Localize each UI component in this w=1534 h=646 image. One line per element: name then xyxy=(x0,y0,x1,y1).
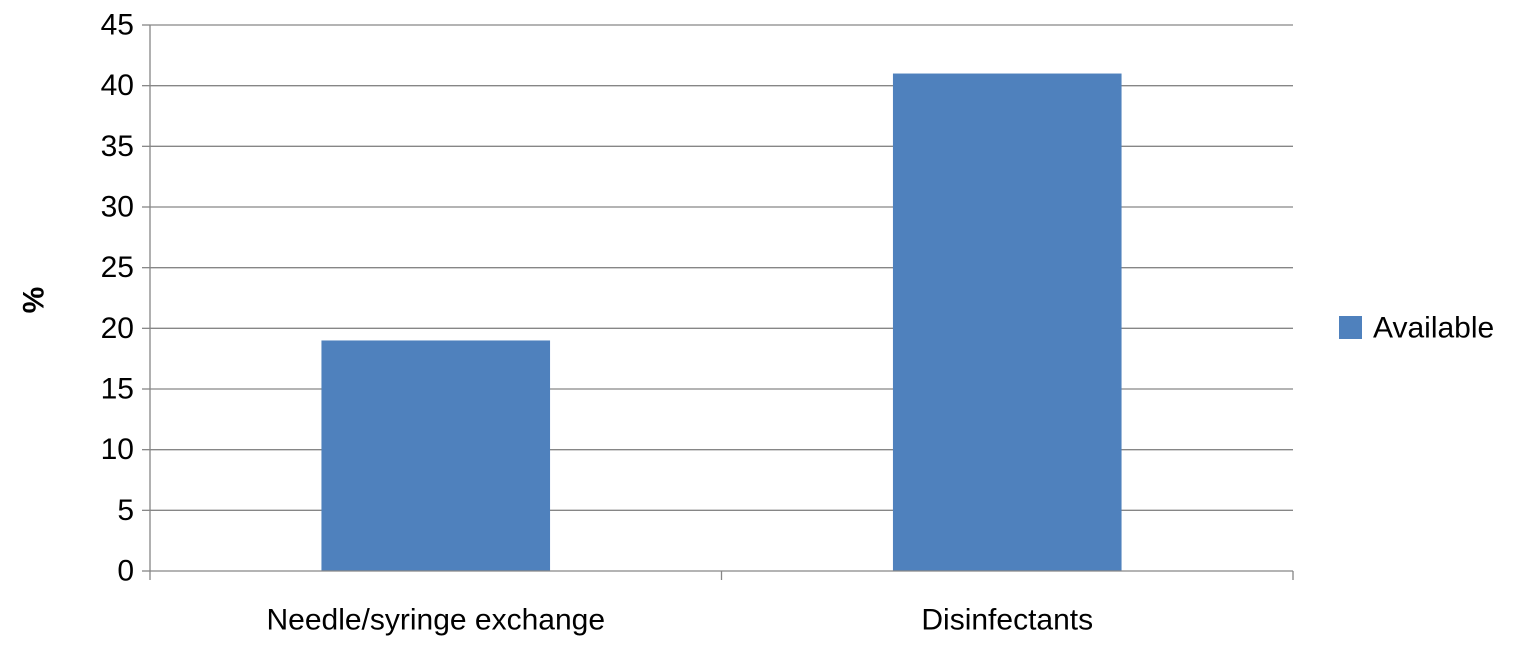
y-tick-label: 0 xyxy=(117,555,134,588)
x-category-label: Disinfectants xyxy=(921,604,1093,637)
y-tick-label: 20 xyxy=(101,312,134,345)
y-tick-label: 15 xyxy=(101,373,134,406)
legend-label: Available xyxy=(1373,312,1494,345)
bar-needle-syringe-exchange xyxy=(321,340,551,571)
y-tick-label: 10 xyxy=(101,433,134,466)
y-tick-label: 45 xyxy=(101,9,134,42)
y-tick-label: 30 xyxy=(101,191,134,224)
bars xyxy=(321,73,1122,572)
y-axis-title: % xyxy=(18,287,51,314)
legend-swatch xyxy=(1339,316,1362,339)
y-tick-label: 5 xyxy=(117,494,134,527)
axes xyxy=(142,24,1294,580)
y-tick-label: 35 xyxy=(101,130,134,163)
bar-disinfectants xyxy=(892,73,1122,572)
legend: Available xyxy=(1339,312,1494,345)
x-category-label: Needle/syringe exchange xyxy=(266,604,605,637)
tick-labels: 0 5 10 15 20 25 30 35 40 45 Needle/syringe exchang… xyxy=(101,9,1094,637)
y-tick-label: 25 xyxy=(101,251,134,284)
y-tick-label: 40 xyxy=(101,69,134,102)
